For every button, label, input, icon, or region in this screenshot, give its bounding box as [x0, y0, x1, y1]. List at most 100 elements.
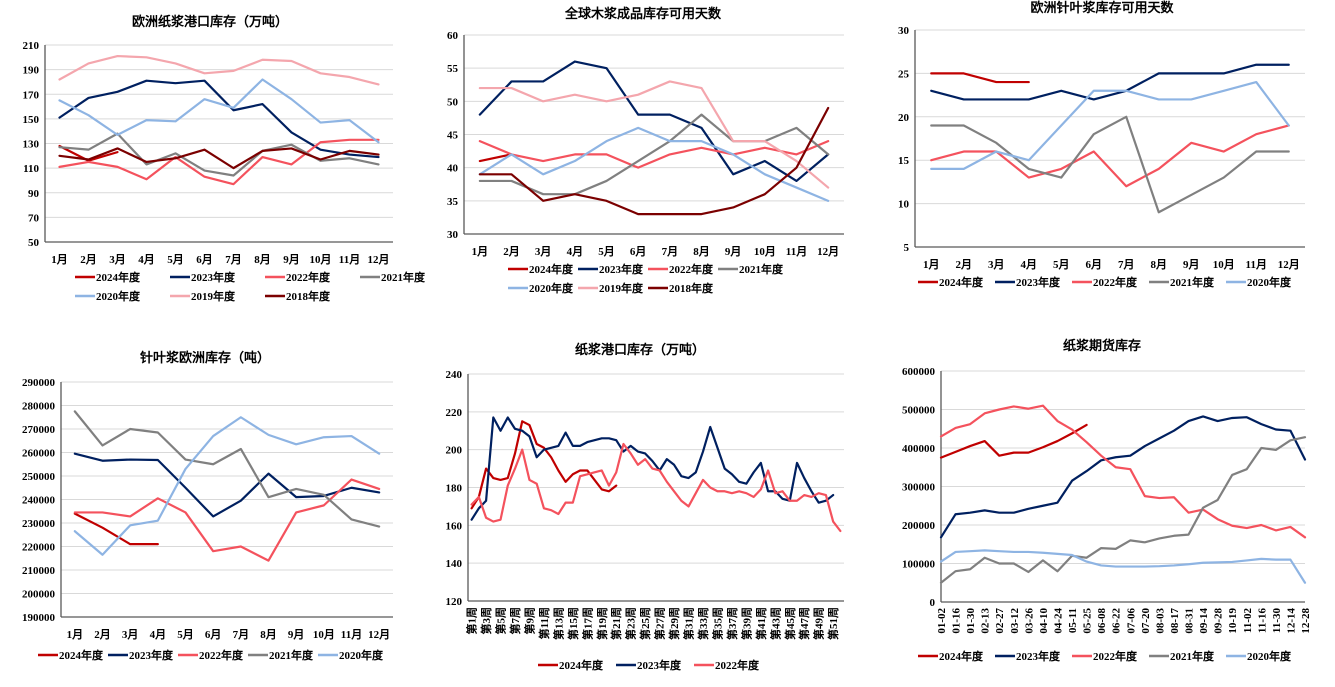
x-tick-label: 11月 — [341, 628, 362, 641]
series-line-2018 — [58, 147, 380, 170]
legend-item-2022: 2022年度 — [178, 648, 244, 662]
x-tick-label: 6月 — [1086, 258, 1103, 271]
legend-item-2020: 2020年度 — [1226, 649, 1292, 663]
x-tick-label: 第13周 — [551, 607, 565, 640]
legend-label: 2023年度 — [129, 648, 174, 662]
legend-label: 2021年度 — [739, 262, 784, 276]
series-line-2022 — [930, 124, 1290, 188]
x-tick-label: 10月 — [313, 628, 335, 641]
y-tick-label: 220 — [446, 407, 463, 419]
series-line-2024 — [930, 72, 1030, 84]
series-line-2023 — [939, 415, 1307, 539]
x-tick-label: 3月 — [988, 258, 1005, 271]
x-tick-label: 第27周 — [653, 607, 667, 640]
series-line-2024 — [470, 420, 618, 510]
x-tick-label: 07-06 — [1125, 608, 1137, 634]
x-tick-label: 第29周 — [667, 607, 681, 640]
legend-label: 2024年度 — [559, 658, 604, 672]
legend-item-2022: 2022年度 — [648, 262, 714, 276]
x-tick-label: 第7周 — [508, 607, 522, 635]
x-tick-label: 02-27 — [994, 608, 1006, 634]
x-tick-label: 7月 — [233, 628, 250, 641]
legend-label: 2021年度 — [269, 648, 314, 662]
legend-item-2023: 2023年度 — [170, 270, 236, 284]
x-tick-label: 12月 — [1278, 258, 1300, 271]
legend-label: 2023年度 — [1016, 275, 1061, 289]
legend-item-2021: 2021年度 — [718, 262, 784, 276]
y-tick-label: 200000 — [22, 589, 56, 601]
legend-label: 2021年度 — [381, 270, 426, 284]
series-line-2020 — [478, 126, 830, 202]
y-tick-label: 0 — [930, 597, 936, 609]
y-tick-label: 45 — [447, 130, 459, 142]
x-tick-label: 第1周 — [465, 607, 479, 635]
chart-title: 纸浆港口库存（万吨） — [575, 342, 705, 358]
x-tick-label: 9月 — [1183, 258, 1200, 271]
legend-item-2018: 2018年度 — [648, 281, 714, 295]
x-tick-label: 7月 — [662, 245, 679, 258]
x-tick-label: 第47周 — [797, 607, 811, 640]
x-tick-label: 9月 — [283, 253, 300, 266]
chart-europe-softwood-days: 欧洲针叶浆库存可用天数 5 10 15 20 25 30 1月 2月 3月 4月 5月 6月 7月 8月 9… — [880, 0, 1335, 320]
x-tick-label: 8月 — [254, 253, 271, 266]
x-tick-label: 01-02 — [936, 608, 948, 634]
x-tick-label: 第3周 — [479, 607, 493, 635]
x-tick-label: 11月 — [339, 253, 360, 266]
chart-svg: 全球木浆成品库存可用天数 30 35 40 45 50 55 60 1月 2月 3月 4月 5月 6月 7… — [447, 6, 844, 295]
legend-label: 2018年度 — [286, 289, 331, 303]
x-tick-label: 03-12 — [1009, 608, 1021, 634]
legend-label: 2022年度 — [286, 270, 331, 284]
x-tick-label: 09-28 — [1213, 608, 1225, 634]
series-line-2019 — [478, 80, 830, 189]
x-tick-label: 2月 — [94, 628, 111, 641]
legend-label: 2020年度 — [339, 648, 384, 662]
x-tick-label: 第21周 — [609, 607, 623, 640]
x-tick-label: 3月 — [109, 253, 126, 266]
y-tick-label: 250000 — [22, 471, 56, 483]
x-tick-label: 11-16 — [1256, 608, 1268, 634]
series-line-2023 — [930, 63, 1290, 101]
x-tick-label: 11-02 — [1242, 608, 1254, 634]
x-tick-label: 12月 — [817, 245, 839, 258]
chart-pulp-port-inventory-weekly: 纸浆港口库存（万吨） 120 140 160 180 200 220 240 第1周 第3周 第5… — [430, 330, 870, 687]
chart-global-woodpulp-days: 全球木浆成品库存可用天数 30 35 40 45 50 55 60 1月 2月 3月 4月 5月 6月 7… — [430, 0, 870, 320]
x-tick-label: 第17周 — [580, 607, 594, 640]
series-line-2023 — [73, 452, 381, 518]
y-tick-label: 200 — [446, 445, 463, 457]
y-tick-label: 150 — [23, 114, 40, 126]
x-tick-label: 1月 — [923, 258, 940, 271]
series-line-2022 — [73, 478, 381, 562]
y-tick-label: 240000 — [22, 495, 56, 507]
x-tick-label: 5月 — [1053, 258, 1070, 271]
series-line-2022 — [478, 140, 830, 169]
x-tick-label: 07-20 — [1140, 608, 1152, 634]
chart-svg: 针叶浆欧洲库存（吨） 190000 200000 210000 220000 23000… — [22, 350, 393, 662]
y-tick-label: 220000 — [22, 542, 56, 554]
chart-title: 欧洲纸浆港口库存（万吨） — [132, 14, 288, 30]
series-line-2020 — [73, 416, 381, 556]
legend-label: 2019年度 — [191, 289, 236, 303]
x-tick-label: 5月 — [177, 628, 194, 641]
x-tick-label: 4月 — [567, 245, 584, 258]
series-line-2024 — [939, 423, 1088, 459]
x-tick-label: 03-26 — [1023, 608, 1035, 634]
y-tick-label: 260000 — [22, 448, 56, 460]
series-line-2020 — [939, 549, 1307, 584]
legend-item-2022: 2022年度 — [694, 658, 760, 672]
x-tick-label: 第9周 — [522, 607, 536, 635]
chart-europe-pulp-port-inventory: 欧洲纸浆港口库存（万吨） 50 70 90 110 130 150 170 190 210 1月 2… — [0, 0, 430, 320]
legend-item-2021: 2021年度 — [248, 648, 314, 662]
y-tick-label: 500000 — [902, 405, 936, 417]
x-tick-label: 04-24 — [1052, 608, 1064, 634]
series-line-2023 — [58, 79, 380, 159]
x-tick-label: 6月 — [630, 245, 647, 258]
legend-item-2024: 2024年度 — [75, 270, 141, 284]
legend-label: 2023年度 — [637, 658, 682, 672]
y-tick-label: 110 — [23, 163, 39, 175]
x-tick-label: 12月 — [368, 253, 390, 266]
y-tick-label: 170 — [23, 89, 40, 101]
x-tick-label: 06-08 — [1096, 608, 1108, 634]
legend-label: 2019年度 — [599, 281, 644, 295]
legend-item-2021: 2021年度 — [1149, 649, 1215, 663]
y-tick-label: 210 — [23, 40, 40, 52]
